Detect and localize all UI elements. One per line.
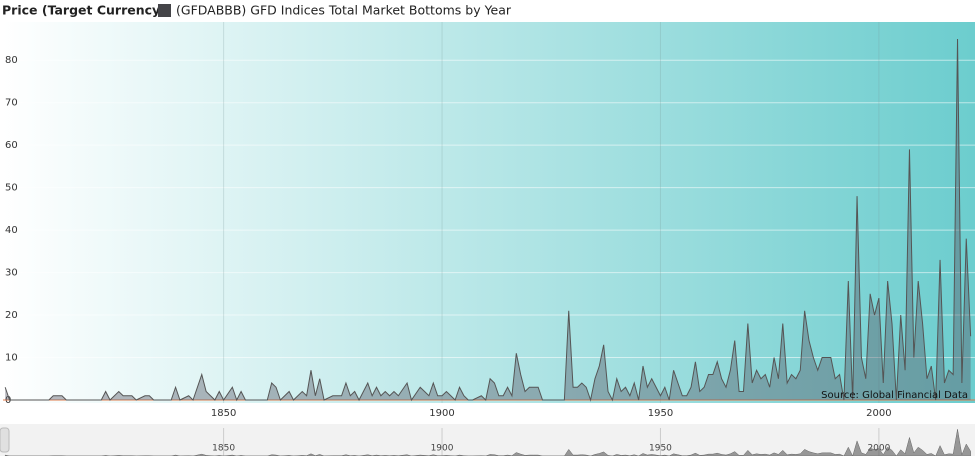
navigator <box>0 424 975 456</box>
area-line <box>4 38 972 402</box>
y-tick-label: 20 <box>5 310 18 321</box>
navigator-tick-label: 1850 <box>212 444 235 454</box>
navigator-tick-label: 1950 <box>649 444 672 454</box>
navigator-handle[interactable] <box>0 427 10 453</box>
source-note: Source: Global Financial Data <box>821 390 968 401</box>
legend-label[interactable]: (GFDABBB) GFD Indices Total Market Botto… <box>176 3 512 18</box>
navigator-tick-label: 1900 <box>431 444 454 454</box>
x-tick-label: 1950 <box>648 408 673 419</box>
area-fill <box>5 38 971 401</box>
y-tick-label: 50 <box>5 183 18 194</box>
y-axis-label: Price (Target Currency) <box>2 3 166 18</box>
plot-background <box>3 22 975 403</box>
x-tick-label: 2000 <box>866 408 891 419</box>
y-tick-label: 10 <box>5 353 18 364</box>
y-tick-label: 40 <box>5 225 18 236</box>
navigator-area <box>4 429 971 456</box>
x-tick-label: 1850 <box>211 408 236 419</box>
y-tick-label: 70 <box>5 98 18 109</box>
y-tick-label: 60 <box>5 140 18 151</box>
y-tick-label: 80 <box>5 55 18 66</box>
legend-swatch <box>158 4 171 17</box>
y-tick-label: 30 <box>5 268 18 279</box>
x-tick-label: 1900 <box>429 408 454 419</box>
